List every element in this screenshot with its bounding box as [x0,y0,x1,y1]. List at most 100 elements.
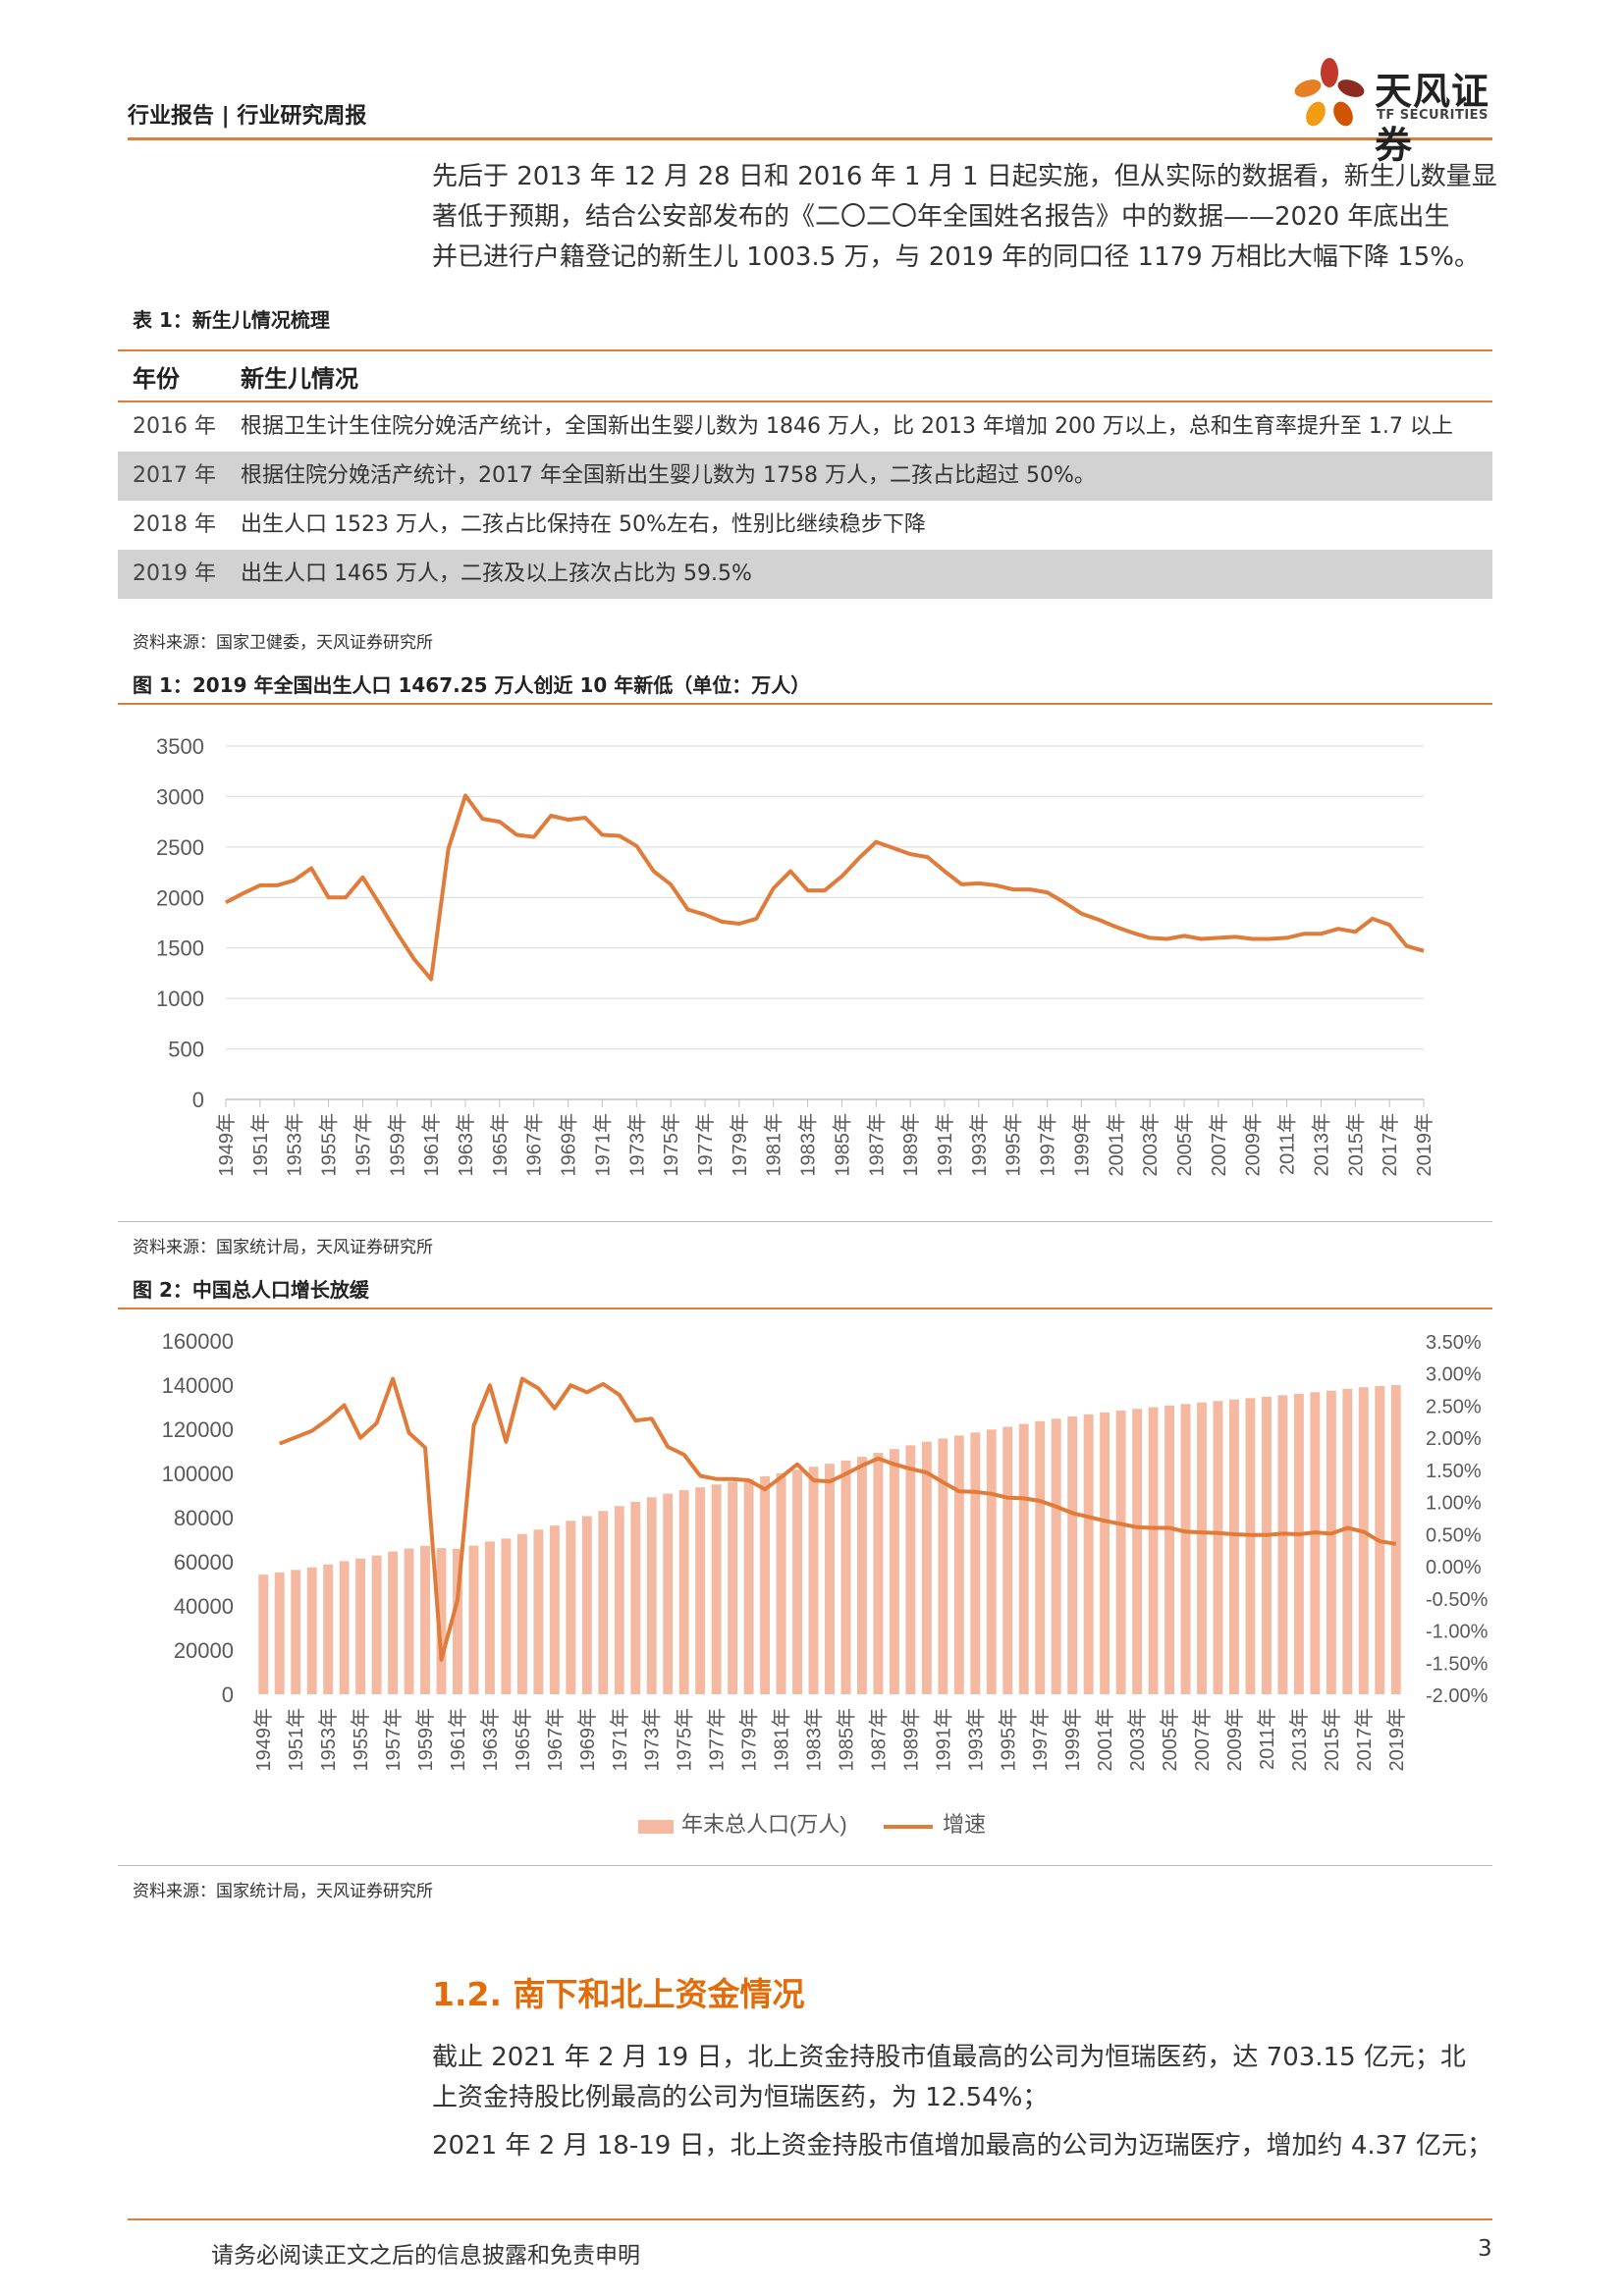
y2-tick-label: 2.00% [1426,1428,1482,1450]
x-tick-label: 1991年 [932,1708,954,1772]
x-tick-label: 1967年 [523,1113,546,1177]
x-tick-label: 1961年 [420,1113,443,1177]
population-bar [388,1551,399,1694]
population-bar [1051,1418,1061,1694]
legend-label-population: 年末总人口(万人) [681,1812,847,1837]
population-bar [938,1438,948,1694]
population-bar [1197,1402,1207,1694]
x-tick-label: 1973年 [625,1113,648,1177]
table1-top-rule [118,349,1492,351]
population-bar [695,1487,706,1694]
population-bar [1261,1396,1272,1694]
table-row: 2018 年 出生人口 1523 万人，二孩占比保持在 50%左右，性别比继续稳… [118,501,1492,550]
population-bar [743,1478,754,1694]
population-bar [1132,1409,1143,1694]
population-bar [1293,1393,1304,1694]
x-tick-label: 1979年 [729,1113,751,1177]
population-bar [1164,1405,1174,1694]
y-tick-label: 100000 [162,1462,234,1486]
population-bar [306,1567,317,1694]
x-tick-label: 1977年 [706,1708,729,1772]
figure1-source: 资料来源：国家统计局，天风证券研究所 [133,1238,433,1257]
footer-divider [128,2218,1492,2220]
x-tick-label: 1997年 [1029,1708,1052,1772]
population-bar [549,1525,560,1694]
x-tick-label: 1985年 [835,1708,857,1772]
table-cell-year: 2017 年 [118,452,226,501]
population-bar [1083,1414,1094,1694]
legend-label-growth: 增速 [943,1812,986,1837]
x-tick-label: 2017年 [1353,1708,1376,1772]
population-bar [258,1575,269,1694]
birth-population-series-line [225,793,1425,982]
birth-population-line-chart: 0 500 1000 1500 2000 2500 3000 3500 1949年 1951年 19… [156,734,1435,1177]
x-tick-label: 1983年 [797,1113,820,1177]
report-header-title: 行业报告 | 行业研究周报 [128,104,367,129]
y-tick-label: 500 [168,1038,204,1062]
y2-tick-label: 3.50% [1426,1332,1482,1354]
x-tick-label: 1969年 [576,1708,599,1772]
population-bar [274,1572,285,1694]
population-bar [889,1449,899,1694]
x-tick-label: 1987年 [867,1708,890,1772]
x-tick-label: 2017年 [1379,1113,1401,1177]
x-tick-label: 1957年 [352,1113,374,1177]
population-bar [1229,1399,1239,1694]
population-bar [905,1445,916,1694]
page-number: 3 [1478,2236,1492,2262]
x-tick-label: 1983年 [803,1708,826,1772]
x-tick-label: 1949年 [215,1113,238,1177]
section-line: 上资金持股比例最高的公司为恒瑞医药，为 12.54%； [432,2083,1049,2112]
table-cell-year: 2016 年 [133,414,216,439]
population-bar [953,1435,964,1694]
population-bar [825,1464,835,1694]
x-tick-label: 1991年 [934,1113,956,1177]
flower-logo-icon [1294,58,1365,127]
population-bar [678,1490,689,1694]
x-tick-label: 1993年 [964,1708,987,1772]
x-tick-label: 1951年 [285,1708,307,1772]
y2-tick-label: 0.00% [1426,1557,1482,1578]
population-bar [792,1469,802,1694]
y2-tick-label: 1.00% [1426,1493,1482,1515]
x-tick-label: 2013年 [1310,1113,1332,1177]
section-paragraph-2: 2021 年 2 月 18-19 日，北上资金持股市值增加最高的公司为迈瑞医疗，… [432,2131,1493,2161]
table-row: 2016 年 根据卫生计生住院分娩活产统计，全国新出生婴儿数为 1846 万人，… [118,401,1492,452]
x-tick-label: 1969年 [558,1113,580,1177]
population-bar [501,1538,512,1694]
figure2-source: 资料来源：国家统计局，天风证券研究所 [133,1882,433,1901]
y-tick-label: 2000 [156,885,204,910]
intro-line: 著低于预期，结合公安部发布的《二〇二〇年全国姓名报告》中的数据——2020 年底… [432,202,1450,232]
population-bar [1035,1420,1046,1694]
table-row: 2017 年 根据住院分娩活产统计，2017 年全国新出生婴儿数为 1758 万… [118,452,1492,501]
population-bar [1115,1410,1126,1694]
x-tick-label: 2007年 [1191,1708,1214,1772]
table-header-year: 年份 [118,351,226,402]
figure1-caption: 图 1：2019 年全国出生人口 1467.25 万人创近 10 年新低（单位：… [133,673,811,697]
newborn-table: 年份 新生儿情况 2016 年 根据卫生计生住院分娩活产统计，全国新出生婴儿数为… [118,351,1492,599]
population-bar [921,1441,932,1694]
population-bar [323,1564,334,1694]
population-bar [339,1561,350,1694]
figure2-caption: 图 2：中国总人口增长放缓 [133,1278,369,1302]
population-bar [355,1558,366,1694]
x-tick-label: 1951年 [249,1113,272,1177]
population-bar [1100,1412,1110,1694]
x-tick-label: 2015年 [1321,1708,1343,1772]
growth-rate-series-line [278,1376,1397,1662]
y-tick-label: 60000 [174,1550,234,1575]
legend-bar-swatch [638,1820,674,1834]
population-bar [776,1472,786,1694]
company-logo: 天风证券 TF SECURITIES [1286,51,1512,167]
x-tick-label: 1971年 [609,1708,631,1772]
population-bar [808,1467,819,1694]
population-bar [1342,1388,1353,1694]
population-bar [630,1501,641,1694]
population-bar [711,1484,722,1694]
y-tick-label: 80000 [174,1506,234,1530]
x-tick-label: 1981年 [763,1113,785,1177]
y2-tick-label: 1.50% [1426,1461,1482,1482]
population-bar [1277,1395,1288,1694]
population-bar [371,1555,382,1694]
x-tick-label: 2013年 [1288,1708,1311,1772]
